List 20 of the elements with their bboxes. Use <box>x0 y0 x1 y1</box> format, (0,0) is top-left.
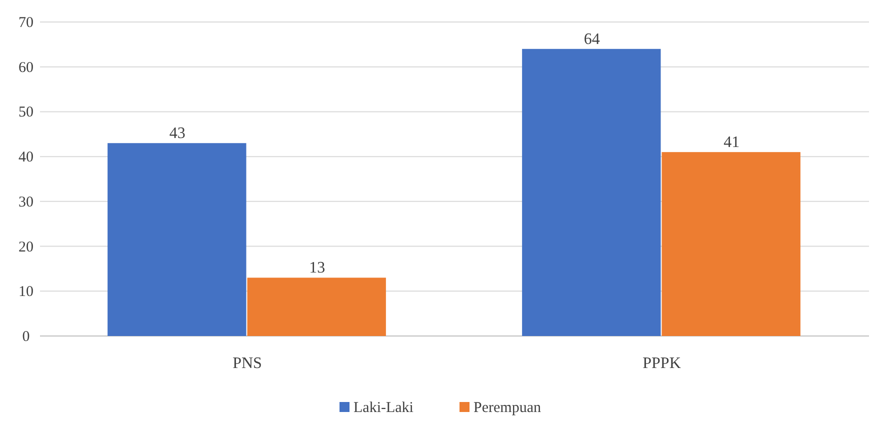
bar <box>522 48 661 336</box>
bar <box>662 152 800 336</box>
data-label: 43 <box>169 125 186 142</box>
legend-label: Perempuan <box>474 400 542 416</box>
data-label: 41 <box>724 134 740 152</box>
y-tick-label: 10 <box>18 284 34 300</box>
y-tick-label: 40 <box>18 150 34 166</box>
y-tick-label: 20 <box>18 239 34 256</box>
y-tick-label: 70 <box>18 15 34 31</box>
data-label: 64 <box>584 30 600 48</box>
x-tick-label: PNS <box>232 355 262 372</box>
bar <box>247 278 386 336</box>
x-tick-label: PPPK <box>642 355 682 372</box>
y-tick-label: 0 <box>22 329 30 345</box>
legend-label: Laki-Laki <box>354 400 414 416</box>
data-label: 13 <box>309 260 326 277</box>
y-tick-label: 50 <box>18 104 34 121</box>
y-tick-label: 60 <box>18 60 34 76</box>
y-tick-label: 30 <box>18 194 34 210</box>
bar <box>108 143 246 336</box>
